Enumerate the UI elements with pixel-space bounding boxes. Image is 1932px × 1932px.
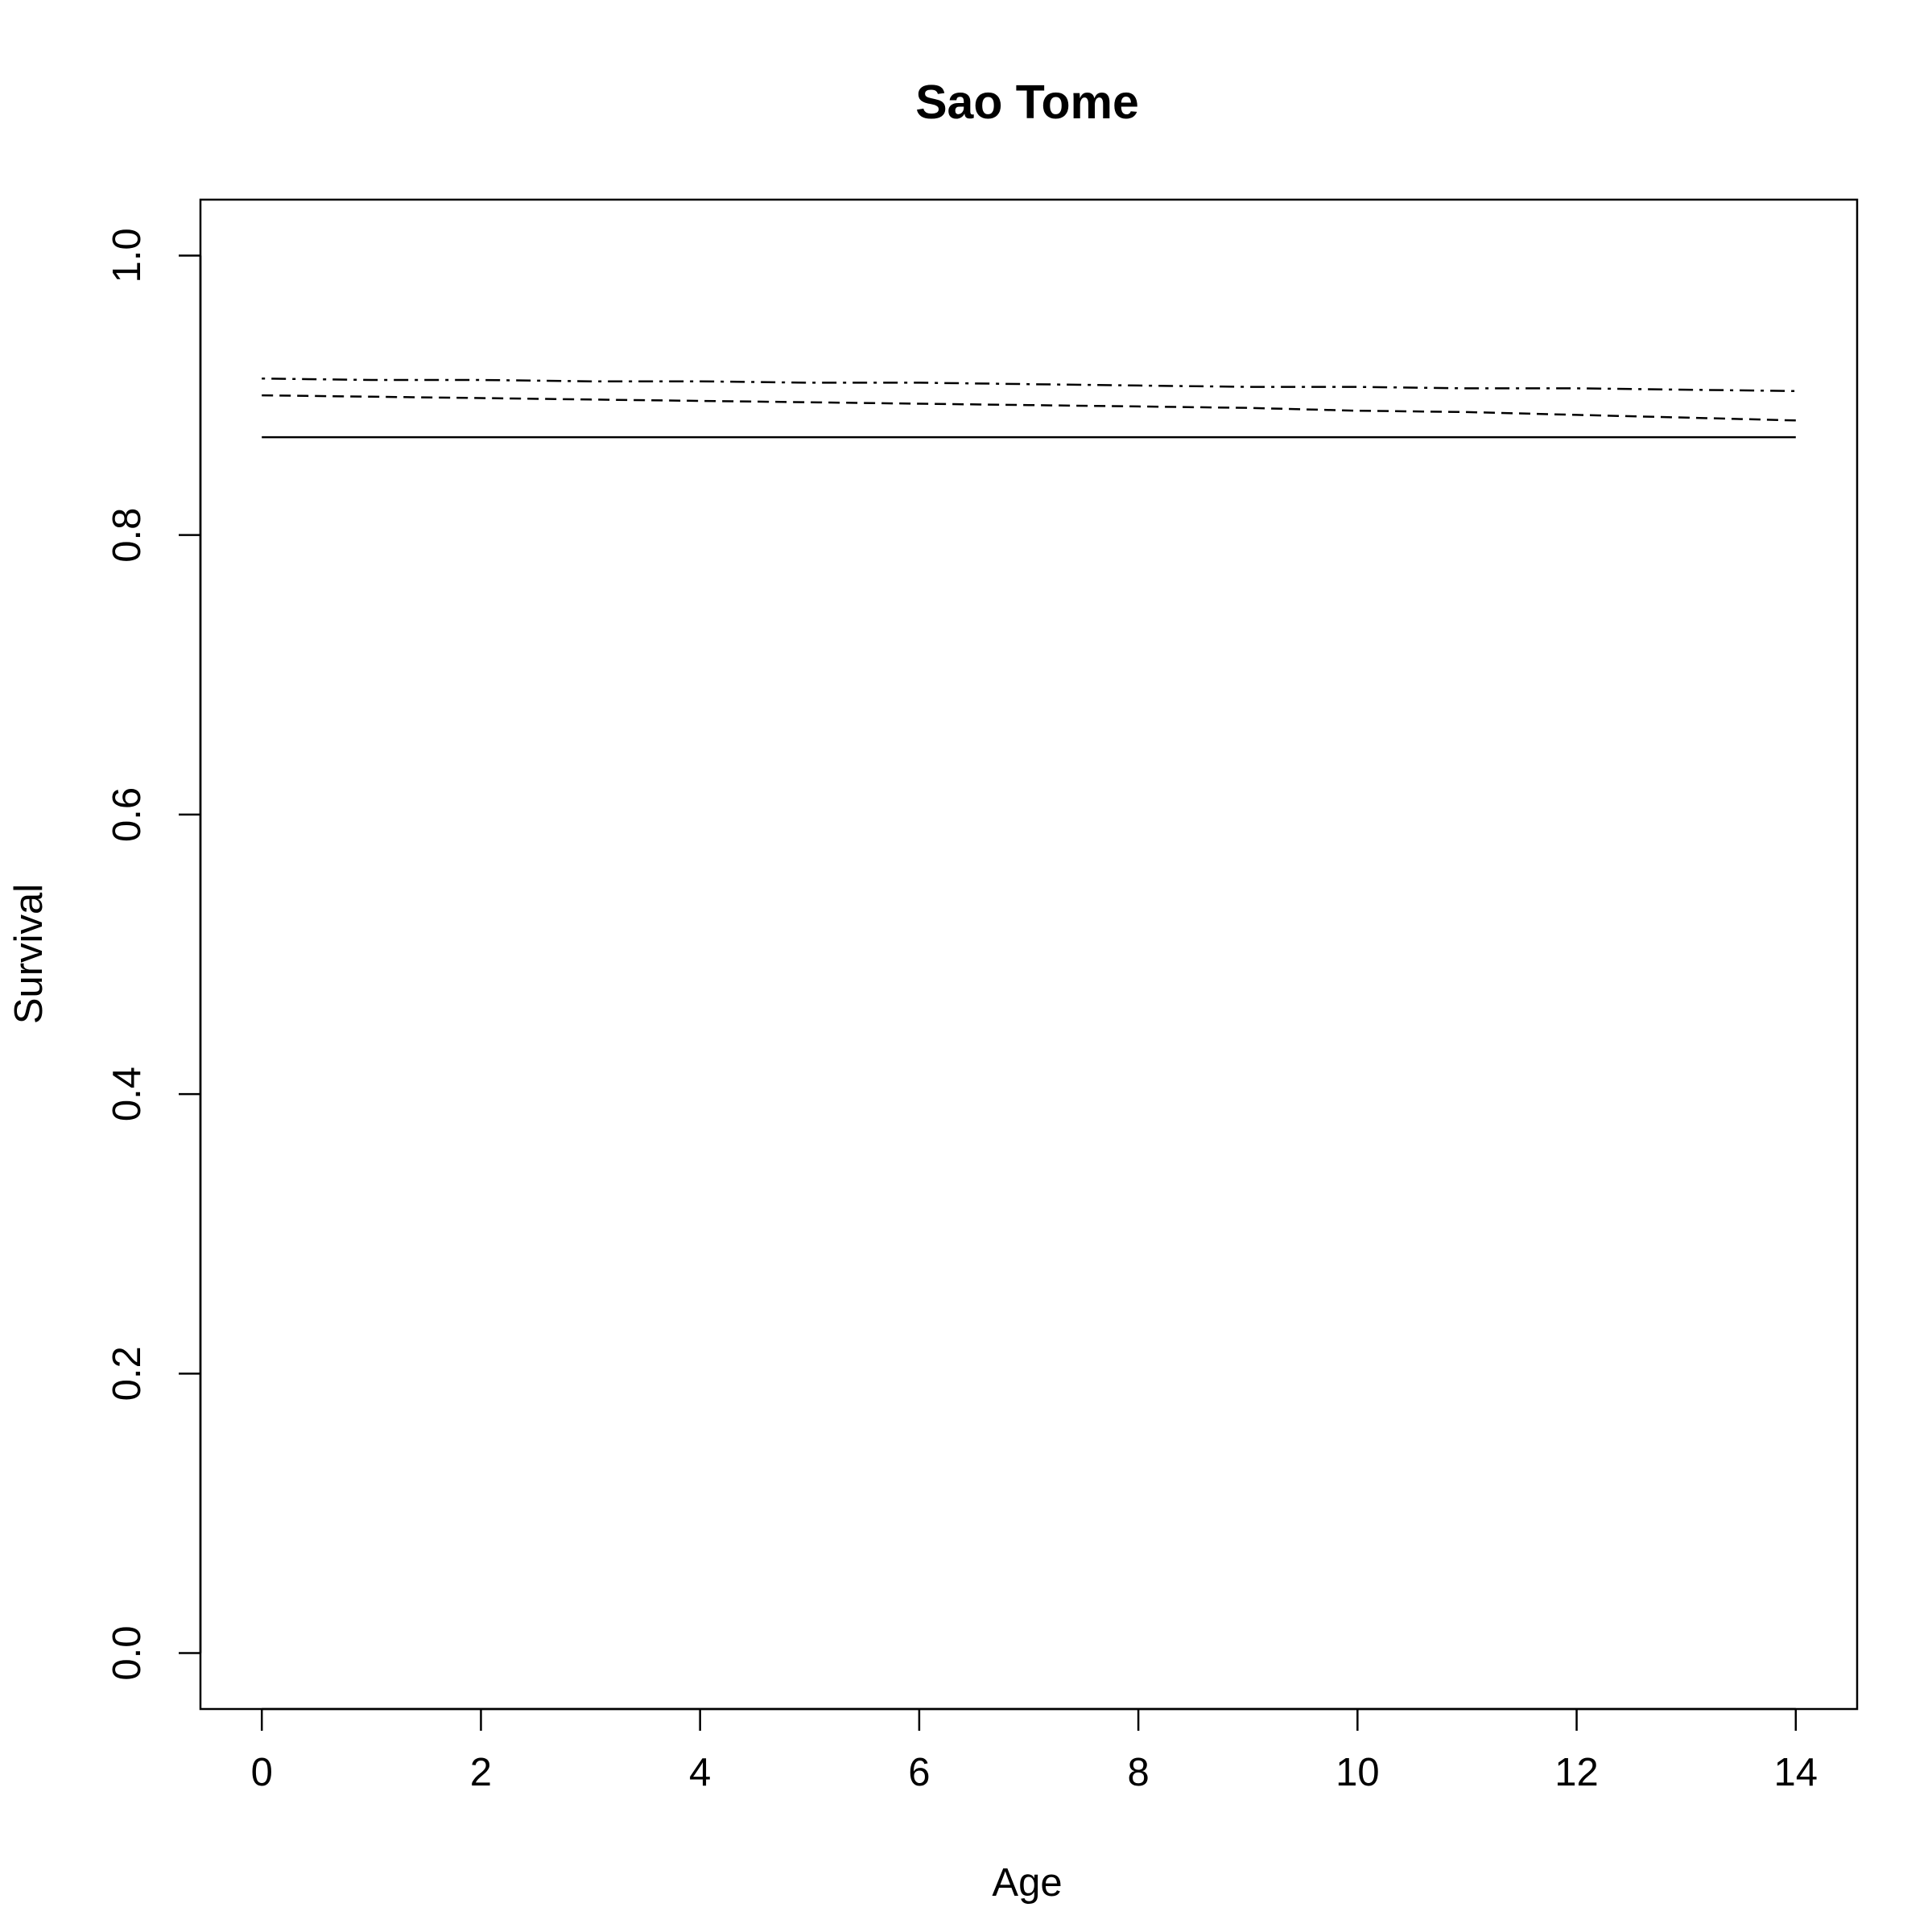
series-line-dashed bbox=[262, 394, 1796, 422]
chart-title: Sao Tome bbox=[915, 76, 1139, 129]
y-axis-label: Survival bbox=[7, 884, 51, 1024]
y-tick-label: 0.2 bbox=[105, 1346, 149, 1401]
x-tick-label: 6 bbox=[908, 1751, 930, 1794]
y-tick-label: 0.4 bbox=[105, 1067, 149, 1121]
y-tick-label: 1.0 bbox=[105, 228, 149, 283]
series-lines bbox=[262, 377, 1796, 439]
x-tick-label: 8 bbox=[1127, 1751, 1149, 1794]
x-axis: 0 2 4 6 8 10 12 14 bbox=[251, 1707, 1818, 1794]
y-tick-label: 0.0 bbox=[105, 1625, 149, 1680]
x-tick-label: 12 bbox=[1554, 1751, 1599, 1794]
x-tick-label: 14 bbox=[1774, 1751, 1818, 1794]
y-tick-label: 0.8 bbox=[105, 508, 149, 563]
series-line-dotdash bbox=[262, 377, 1796, 393]
x-axis-label: Age bbox=[992, 1861, 1062, 1905]
x-tick-label: 10 bbox=[1335, 1751, 1380, 1794]
x-tick-label: 4 bbox=[689, 1751, 711, 1794]
plot-frame bbox=[199, 198, 1859, 1711]
x-tick-label: 2 bbox=[470, 1751, 492, 1794]
y-tick-label: 0.6 bbox=[105, 787, 149, 842]
x-tick-label: 0 bbox=[251, 1751, 273, 1794]
y-axis: 0.0 0.2 0.4 0.6 0.8 1.0 bbox=[105, 228, 202, 1681]
